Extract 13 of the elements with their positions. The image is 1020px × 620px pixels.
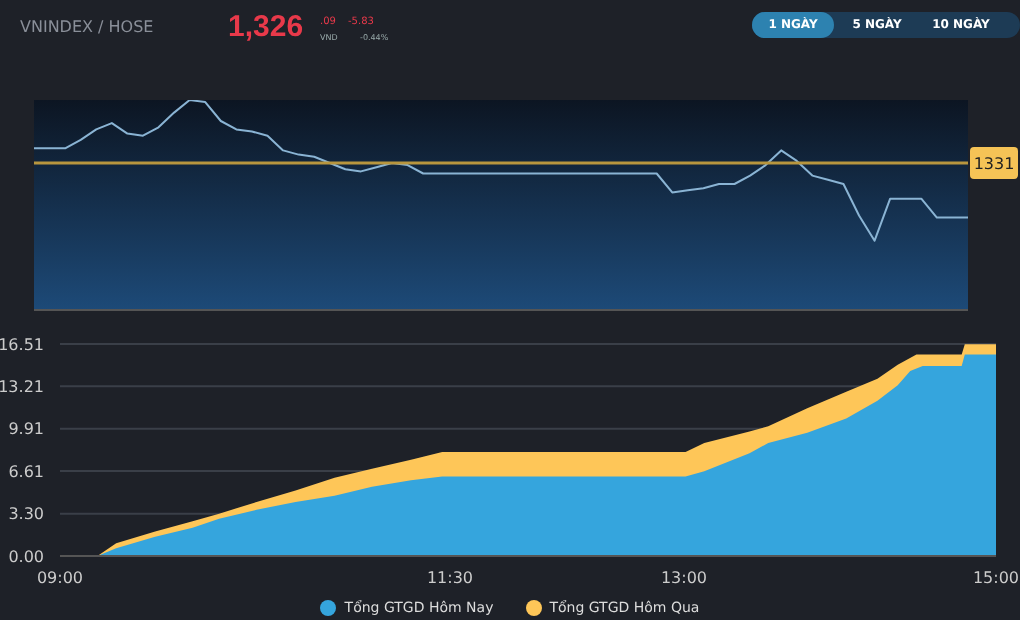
- x-tick-label: 15:00: [972, 569, 1020, 588]
- x-tick-label: 11:30: [426, 569, 474, 588]
- text: 1331: [973, 155, 1015, 173]
- x-tick-label: 09:00: [36, 569, 84, 588]
- y-tick-label: 3.30: [8, 505, 44, 524]
- y-tick-label: 9.91: [8, 420, 44, 439]
- y-tick-label: 13.21: [0, 378, 44, 397]
- y-tick-label: 6.61: [8, 462, 44, 481]
- y-tick-label: 0.00: [8, 547, 44, 566]
- y-tick-label: 16.51: [0, 335, 44, 354]
- x-tick-label: 13:00: [660, 569, 708, 588]
- text: 1,326: [228, 10, 304, 44]
- chart-title: VNINDEX / HOSE: [20, 18, 154, 36]
